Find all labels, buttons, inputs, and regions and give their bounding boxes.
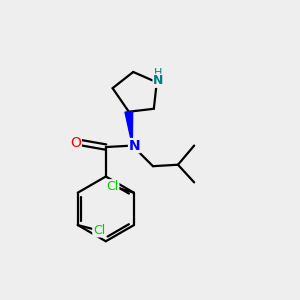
Text: Cl: Cl <box>93 224 105 237</box>
Text: Cl: Cl <box>106 180 119 193</box>
Text: N: N <box>153 74 164 87</box>
Polygon shape <box>125 111 133 146</box>
Text: N: N <box>129 139 140 153</box>
Text: O: O <box>70 136 81 150</box>
Text: H: H <box>154 68 162 78</box>
